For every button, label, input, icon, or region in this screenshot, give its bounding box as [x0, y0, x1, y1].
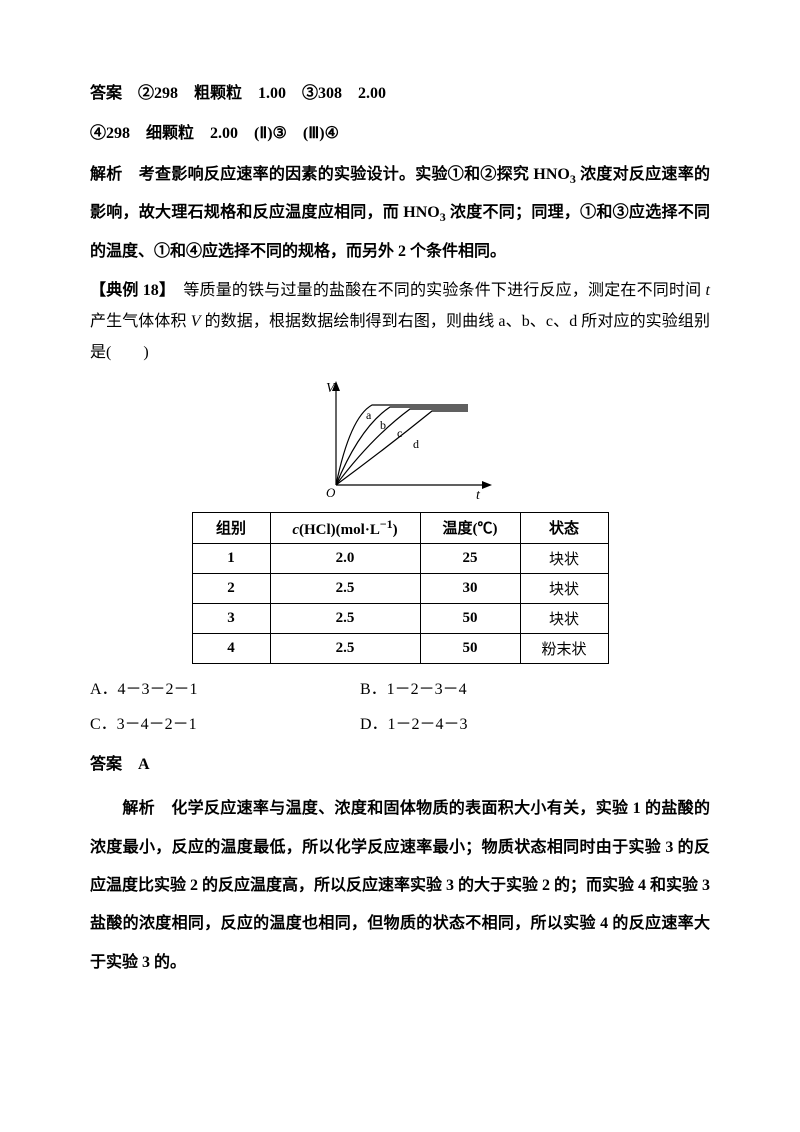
cell-conc: 2.5 [270, 633, 420, 663]
cell-temp: 30 [420, 573, 520, 603]
option-a: A．4－3－2－1 [90, 672, 360, 707]
cell-group: 4 [192, 633, 270, 663]
curve-a-label: a [366, 408, 372, 422]
y-axis-label: V [326, 381, 336, 396]
answer-block-line2: ④298 细颗粒 2.00 (Ⅱ)③ (Ⅲ)④ [90, 115, 710, 153]
table-row: 1 2.0 25 块状 [192, 543, 608, 573]
cell-temp: 50 [420, 603, 520, 633]
table-row: 2 2.5 30 块状 [192, 573, 608, 603]
answer2-value: A [138, 756, 150, 773]
cell-group: 3 [192, 603, 270, 633]
answer-block-line1: 答案 ②298 粗颗粒 1.00 ③308 2.00 [90, 75, 710, 113]
example-text2: 产生气体体积 [90, 313, 191, 330]
options-row-2: C．3－4－2－1 D．1－2－4－3 [90, 707, 710, 742]
analysis-label: 解析 [90, 166, 123, 183]
rate-chart: O V t a b c d [300, 377, 500, 501]
cell-temp: 25 [420, 543, 520, 573]
th-group: 组别 [192, 512, 270, 543]
th-conc: c(HCl)(mol·L−1) [270, 512, 420, 543]
analysis1-text1: 考查影响反应速率的因素的实验设计。实验①和②探究 HNO [139, 166, 570, 183]
answer-2: 答案 A [90, 746, 710, 784]
example-label: 【典例 18】 [90, 282, 167, 299]
cell-state: 块状 [520, 603, 608, 633]
table-row: 4 2.5 50 粉末状 [192, 633, 608, 663]
answer-line2: ④298 细颗粒 2.00 (Ⅱ)③ (Ⅲ)④ [90, 125, 339, 142]
rate-chart-container: O V t a b c d [90, 377, 710, 506]
curve-b-label: b [380, 418, 386, 432]
curve-c-label: c [397, 426, 402, 440]
analysis-2: 解析 化学反应速率与温度、浓度和固体物质的表面积大小有关，实验 1 的盐酸的浓度… [90, 790, 710, 982]
cell-conc: 2.5 [270, 573, 420, 603]
cell-state: 块状 [520, 573, 608, 603]
th-temp: 温度(℃) [420, 512, 520, 543]
v-var: V [191, 313, 201, 330]
th-state: 状态 [520, 512, 608, 543]
answer-label: 答案 [90, 85, 122, 102]
conditions-table: 组别 c(HCl)(mol·L−1) 温度(℃) 状态 1 2.0 25 块状 … [192, 512, 609, 664]
cell-group: 1 [192, 543, 270, 573]
analysis2-label: 解析 [122, 800, 155, 817]
cell-state: 块状 [520, 543, 608, 573]
option-d: D．1－2－4－3 [360, 707, 710, 742]
cell-conc: 2.0 [270, 543, 420, 573]
table-row: 3 2.5 50 块状 [192, 603, 608, 633]
cell-conc: 2.5 [270, 603, 420, 633]
example-text1: 等质量的铁与过量的盐酸在不同的实验条件下进行反应，测定在不同时间 [183, 282, 705, 299]
table-header-row: 组别 c(HCl)(mol·L−1) 温度(℃) 状态 [192, 512, 608, 543]
option-b: B．1－2－3－4 [360, 672, 710, 707]
answer-line1: ②298 粗颗粒 1.00 ③308 2.00 [138, 85, 386, 102]
t-var: t [706, 282, 710, 299]
option-c: C．3－4－2－1 [90, 707, 360, 742]
cell-temp: 50 [420, 633, 520, 663]
answer2-label: 答案 [90, 756, 122, 773]
cell-state: 粉末状 [520, 633, 608, 663]
analysis-1: 解析 考查影响反应速率的因素的实验设计。实验①和②探究 HNO3 浓度对反应速率… [90, 156, 710, 271]
x-axis-label: t [476, 488, 481, 501]
curve-d-label: d [413, 437, 419, 451]
cell-group: 2 [192, 573, 270, 603]
svg-text:O: O [326, 485, 336, 500]
analysis2-text: 化学反应速率与温度、浓度和固体物质的表面积大小有关，实验 1 的盐酸的浓度最小，… [90, 800, 710, 971]
example-18: 【典例 18】 等质量的铁与过量的盐酸在不同的实验条件下进行反应，测定在不同时间… [90, 275, 710, 369]
options-row-1: A．4－3－2－1 B．1－2－3－4 [90, 672, 710, 707]
